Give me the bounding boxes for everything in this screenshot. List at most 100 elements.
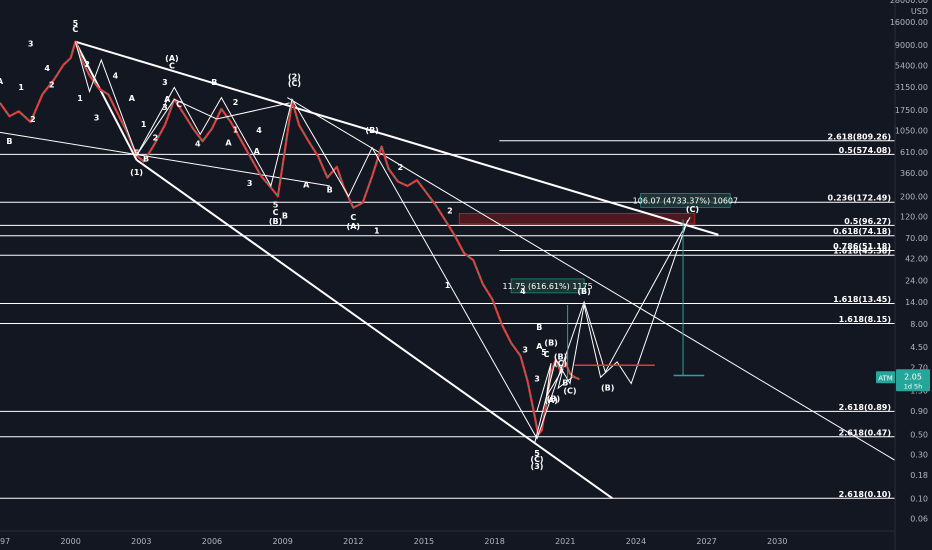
- wave-label: 5: [273, 201, 279, 210]
- y-tick-label: 14.00: [905, 298, 928, 307]
- x-tick-label: 2000: [60, 537, 80, 546]
- wave-label: 4: [520, 287, 526, 296]
- fib-level-label: 2.618(0.47): [839, 428, 891, 437]
- wave-label: 3: [162, 103, 168, 112]
- wave-label: 4: [113, 71, 119, 80]
- trend-line: [75, 40, 719, 236]
- wave-label: 4: [256, 126, 262, 135]
- wave-path: [534, 219, 689, 444]
- wave-label: 4: [195, 140, 201, 149]
- fib-level-label: 2.618(809.26): [828, 132, 892, 141]
- resistance-zone: [458, 212, 696, 225]
- measurements-layer: 11.75 (616.61%) 1175 106.07 (4733.37%) 10…: [503, 193, 738, 380]
- fib-level-label: 2.618(0.89): [839, 403, 891, 412]
- wave-label: C: [169, 61, 175, 70]
- wave-label: B: [327, 186, 333, 195]
- last-price-value: 2.05: [904, 372, 922, 381]
- x-tick-label: 2027: [696, 537, 716, 546]
- x-tick-label: 2024: [626, 537, 646, 546]
- wave-label: A: [254, 147, 261, 156]
- y-axis[interactable]: 28000.00 16000.00 9000.00 5400.00 3150.00 175…: [876, 0, 932, 550]
- wave-label: (A): [165, 54, 179, 63]
- wave-label: (2): [288, 72, 301, 81]
- y-tick-label: 28000.00: [890, 0, 928, 5]
- wave-label: B: [143, 155, 149, 164]
- wave-path: [136, 98, 290, 156]
- zones-layer: [458, 212, 696, 225]
- wave-label: (B): [544, 338, 557, 347]
- x-tick-label: 2015: [414, 537, 434, 546]
- y-tick-label: 0.50: [910, 430, 928, 439]
- wave-label: 3: [522, 346, 528, 355]
- wave-label: 1: [77, 94, 83, 103]
- x-tick-label: 2030: [767, 537, 787, 546]
- wave-label: (B): [365, 126, 378, 135]
- wave-path: [74, 41, 691, 440]
- wave-label: (B): [554, 352, 567, 361]
- measure-label: 11.75 (616.61%) 1175: [503, 282, 593, 291]
- y-tick-label: 9000.00: [895, 41, 928, 50]
- trend-line: [74, 41, 138, 161]
- wave-label: 2: [30, 115, 36, 124]
- wave-label: 3: [247, 179, 253, 188]
- wave-label: 5: [134, 148, 140, 157]
- y-tick-label: 16000.00: [890, 18, 928, 27]
- wave-label: 1: [141, 120, 147, 129]
- fib-level-label: 2.618(0.10): [839, 490, 891, 499]
- wave-label: 2: [447, 206, 453, 215]
- wave-label: C: [350, 213, 356, 222]
- wave-paths-layer: [74, 41, 705, 444]
- y-tick-label: 0.90: [910, 407, 928, 416]
- currency-label: USD: [911, 7, 928, 16]
- wave-label: (B): [577, 287, 590, 296]
- measure-label: 106.07 (4733.37%) 10607: [633, 196, 738, 205]
- wave-label: (3): [531, 462, 544, 471]
- y-tick-label: 0.18: [910, 471, 928, 480]
- wave-label: (B): [547, 394, 560, 403]
- wave-label: 2: [398, 163, 404, 172]
- symbol-badge-label: ATM: [878, 374, 893, 382]
- wave-label: C: [273, 208, 279, 217]
- wave-label: (C): [554, 359, 567, 368]
- wave-label: 3: [534, 374, 540, 383]
- wave-path: [536, 363, 573, 412]
- wave-label: B: [536, 323, 542, 332]
- fib-level-label: 1.618(8.15): [839, 315, 891, 324]
- y-tick-label: 1050.00: [895, 126, 928, 135]
- wave-label: B: [282, 211, 288, 220]
- wave-label: 5: [73, 19, 79, 28]
- wave-label: (A): [544, 396, 558, 405]
- wave-label: 1: [374, 227, 380, 236]
- wave-label: (C): [530, 455, 543, 464]
- x-tick-label: 2009: [272, 537, 292, 546]
- wave-label: A: [536, 342, 543, 351]
- wave-label: 5: [534, 449, 540, 458]
- price-series-layer: [0, 40, 580, 436]
- y-axis-background: [895, 0, 932, 550]
- wave-label: A: [164, 95, 171, 104]
- wave-label: B: [211, 78, 217, 87]
- y-tick-label: 1750.00: [895, 106, 928, 115]
- trend-line: [0, 131, 330, 187]
- trend-line: [287, 97, 896, 461]
- wave-label: B: [562, 379, 568, 388]
- wave-label: A: [225, 138, 232, 147]
- y-tick-label: 5400.00: [895, 61, 928, 70]
- fib-level-label: 0.5(96.27): [844, 217, 891, 226]
- wave-label: 4: [44, 64, 50, 73]
- wave-label: (B): [269, 217, 282, 226]
- wave-label: A: [129, 94, 136, 103]
- wave-label: (C): [563, 386, 576, 395]
- wave-label: 2: [153, 133, 159, 142]
- y-tick-label: 200.00: [900, 192, 928, 201]
- wave-label: 5: [541, 348, 547, 357]
- fib-level-label: 1.618(13.45): [833, 295, 891, 304]
- wave-label: 1: [18, 83, 24, 92]
- x-tick-label: 1997: [0, 537, 10, 546]
- wave-label: 2: [84, 60, 90, 69]
- wave-label: (C): [686, 205, 699, 214]
- wave-label: 3: [28, 39, 34, 48]
- last-price-countdown: 1d 5h: [904, 382, 923, 390]
